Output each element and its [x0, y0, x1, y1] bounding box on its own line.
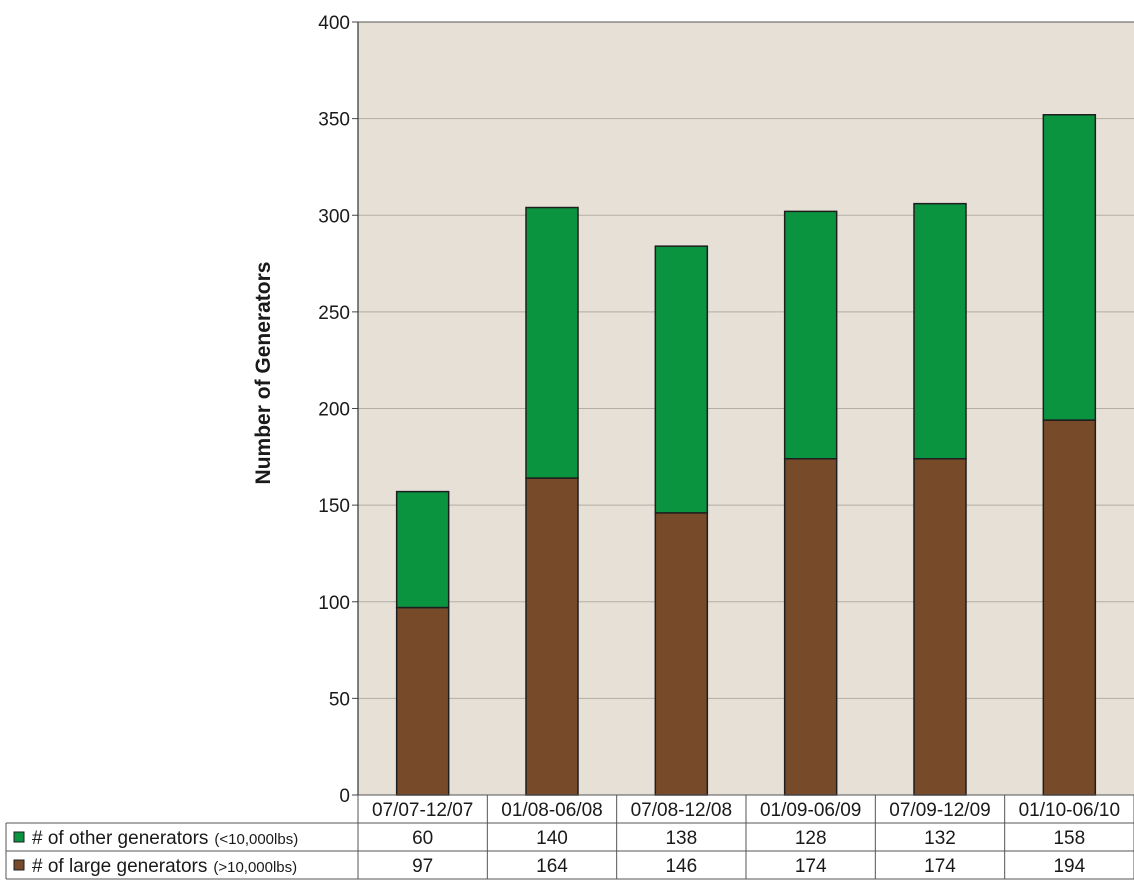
legend-series-name: # of other generators [32, 828, 208, 849]
x-category-label: 07/08-12/08 [631, 800, 732, 821]
x-category-label: 07/07-12/07 [372, 800, 473, 821]
y-tick-label: 200 [318, 400, 350, 421]
bar-large-generators [783, 457, 838, 796]
table-cell-value: 146 [665, 856, 697, 877]
x-category-label: 01/08-06/08 [501, 800, 602, 821]
bar-large-generators [1042, 419, 1097, 796]
y-axis-label: Number of Generators [252, 262, 275, 485]
bars [395, 114, 1097, 796]
y-tick-label: 350 [318, 110, 350, 131]
bar-large-generators [395, 606, 450, 796]
bar-other-generators [525, 206, 579, 479]
table-cell-value: 60 [412, 828, 433, 849]
table-cell-value: 164 [536, 856, 568, 877]
bar-other-generators [654, 245, 709, 514]
legend-series-name: # of large generators [32, 856, 207, 877]
legend-series-unit: (>10,000lbs) [213, 859, 297, 876]
bar-other-generators [1042, 114, 1097, 421]
legend-swatch [13, 831, 25, 843]
y-tick-label: 100 [318, 593, 350, 614]
y-tick-label: 300 [318, 206, 350, 227]
table-cell-value: 97 [412, 856, 433, 877]
y-tick-label: 250 [318, 303, 350, 324]
table-cell-value: 174 [795, 856, 827, 877]
table-cell-value: 140 [536, 828, 568, 849]
bar-large-generators [525, 477, 579, 796]
bar-other-generators [783, 210, 838, 460]
y-tick-label: 50 [329, 689, 350, 710]
bar-large-generators [654, 512, 709, 796]
y-tick-label: 150 [318, 496, 350, 517]
axes [357, 21, 1134, 795]
bar-other-generators [913, 202, 967, 460]
table-cell-value: 194 [1053, 856, 1085, 877]
y-axis-ticks: 0 50 100 150 200 250 300 350 400 [318, 13, 358, 807]
legend-series-unit: (<10,000lbs) [214, 831, 298, 848]
legend-swatch [13, 859, 25, 871]
table-cell-value: 132 [924, 828, 956, 849]
y-tick-label: 0 [339, 786, 350, 807]
x-category-label: 01/10-06/10 [1019, 800, 1120, 821]
x-category-label: 07/09-12/09 [889, 800, 990, 821]
bar-other-generators [395, 490, 450, 609]
table-cell-value: 138 [665, 828, 697, 849]
x-category-label: 01/09-06/09 [760, 800, 861, 821]
table-cell-value: 174 [924, 856, 956, 877]
y-tick-label: 400 [318, 13, 350, 34]
table-cell-value: 128 [795, 828, 827, 849]
data-table: 07/07-12/07 01/08-06/08 07/08-12/08 01/09-0… [5, 794, 1134, 880]
bar-large-generators [913, 457, 967, 796]
table-cell-value: 158 [1053, 828, 1085, 849]
